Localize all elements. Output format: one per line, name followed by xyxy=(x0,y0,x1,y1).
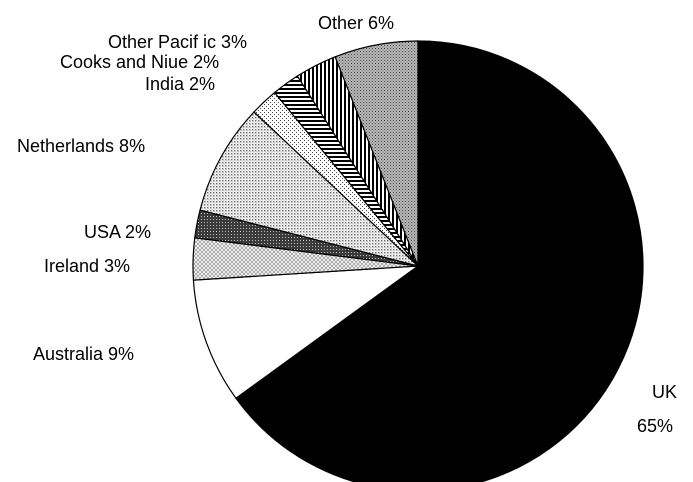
label-australia: Australia 9% xyxy=(33,344,134,364)
pie-slice-australia xyxy=(192,265,421,400)
label-cooks-and-niue: Cooks and Niue 2% xyxy=(60,52,219,72)
label-usa: USA 2% xyxy=(84,222,151,242)
label-india: India 2% xyxy=(145,74,215,94)
pie-slice-netherlands xyxy=(199,111,419,267)
pie-slices xyxy=(192,40,644,482)
label-other-pacific: Other Pacif ic 3% xyxy=(108,32,247,52)
pie-labels: Australia 9% Ireland 3% USA 2% Netherlands … xyxy=(17,13,677,436)
label-uk-name: UK xyxy=(652,382,677,402)
label-netherlands: Netherlands 8% xyxy=(17,136,145,156)
pie-slice-other xyxy=(334,40,419,267)
pie-slice-uk xyxy=(235,40,644,482)
label-ireland: Ireland 3% xyxy=(44,256,130,276)
label-other: Other 6% xyxy=(318,13,394,33)
label-uk-pct: 65% xyxy=(637,416,673,436)
